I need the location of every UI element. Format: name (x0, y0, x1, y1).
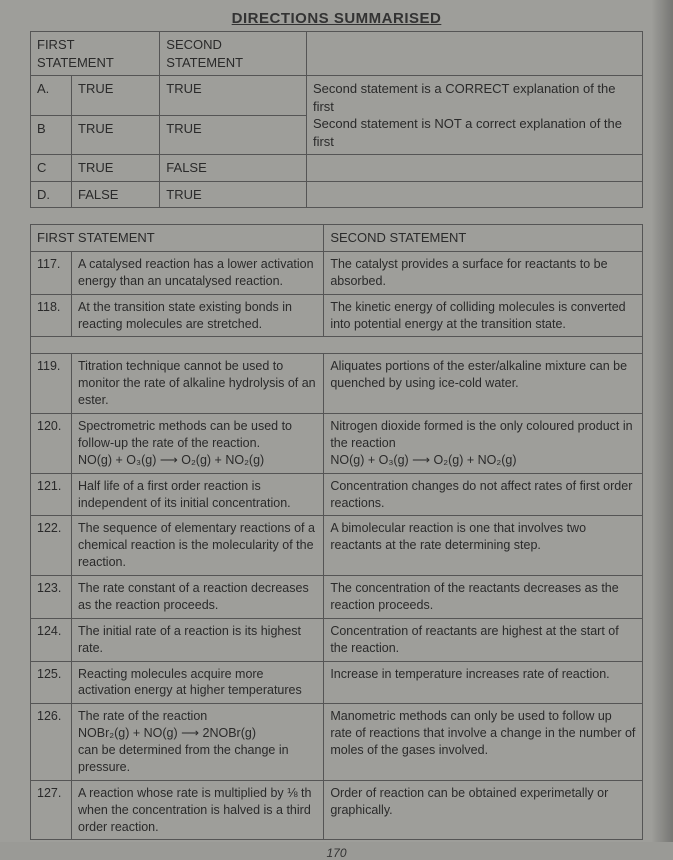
statement-row: 120. Spectrometric methods can be used t… (31, 414, 643, 474)
item-first: Reacting molecules acquire more activati… (72, 661, 324, 704)
row-second: TRUE (160, 115, 307, 155)
row-second: TRUE (160, 76, 307, 116)
item-second: Concentration changes do not affect rate… (324, 473, 643, 516)
item-number: 120. (31, 414, 72, 474)
row-label: D. (31, 181, 72, 208)
item-second: The concentration of the reactants decre… (324, 576, 643, 619)
item-first: The sequence of elementary reactions of … (72, 516, 324, 576)
statements-header-first: FIRST STATEMENT (31, 225, 324, 252)
item-first: The rate constant of a reaction decrease… (72, 576, 324, 619)
item-number: 126. (31, 704, 72, 781)
page-title: DIRECTIONS SUMMARISED (30, 10, 643, 27)
statements-header-row: FIRST STATEMENT SECOND STATEMENT (31, 225, 643, 252)
spacer-row (31, 337, 643, 354)
statement-row: 119. Titration technique cannot be used … (31, 354, 643, 414)
item-second: Concentration of reactants are highest a… (324, 618, 643, 661)
row-second: FALSE (160, 155, 307, 182)
statement-row: 121. Half life of a first order reaction… (31, 473, 643, 516)
statements-table: FIRST STATEMENT SECOND STATEMENT 117. A … (30, 224, 643, 840)
item-first: A catalysed reaction has a lower activat… (72, 251, 324, 294)
item-second: The catalyst provides a surface for reac… (324, 251, 643, 294)
item-first: Spectrometric methods can be used to fol… (72, 414, 324, 474)
directions-header-explain (306, 32, 642, 76)
statement-row: 126. The rate of the reaction NOBr₂(g) +… (31, 704, 643, 781)
directions-header-first: FIRST STATEMENT (31, 32, 160, 76)
row-explain: Second statement is a CORRECT explanatio… (306, 76, 642, 155)
item-second: Aliquates portions of the ester/alkaline… (324, 354, 643, 414)
item-first: Half life of a first order reaction is i… (72, 473, 324, 516)
item-number: 125. (31, 661, 72, 704)
row-label: A. (31, 76, 72, 116)
page-curl-shadow (651, 0, 673, 842)
item-number: 124. (31, 618, 72, 661)
item-number: 123. (31, 576, 72, 619)
explain-line-a: Second statement is a CORRECT explanatio… (313, 81, 616, 114)
row-first: TRUE (72, 76, 160, 116)
statement-row: 122. The sequence of elementary reaction… (31, 516, 643, 576)
directions-header-row: FIRST STATEMENT SECOND STATEMENT (31, 32, 643, 76)
statement-row: 118. At the transition state existing bo… (31, 294, 643, 337)
page-number: 170 (30, 846, 643, 860)
item-number: 121. (31, 473, 72, 516)
item-number: 118. (31, 294, 72, 337)
row-first: TRUE (72, 115, 160, 155)
item-first: The initial rate of a reaction is its hi… (72, 618, 324, 661)
item-second: Order of reaction can be obtained experi… (324, 780, 643, 840)
item-number: 127. (31, 780, 72, 840)
directions-table: FIRST STATEMENT SECOND STATEMENT A. TRUE… (30, 31, 643, 208)
item-number: 122. (31, 516, 72, 576)
statement-row: 123. The rate constant of a reaction dec… (31, 576, 643, 619)
item-first: The rate of the reaction NOBr₂(g) + NO(g… (72, 704, 324, 781)
item-second: Nitrogen dioxide formed is the only colo… (324, 414, 643, 474)
directions-row: C TRUE FALSE (31, 155, 643, 182)
row-first: FALSE (72, 181, 160, 208)
row-second: TRUE (160, 181, 307, 208)
statement-row: 127. A reaction whose rate is multiplied… (31, 780, 643, 840)
row-explain (306, 155, 642, 182)
directions-header-second: SECOND STATEMENT (160, 32, 307, 76)
item-first: Titration technique cannot be used to mo… (72, 354, 324, 414)
row-first: TRUE (72, 155, 160, 182)
row-label: B (31, 115, 72, 155)
item-second: Increase in temperature increases rate o… (324, 661, 643, 704)
statement-row: 124. The initial rate of a reaction is i… (31, 618, 643, 661)
row-explain (306, 181, 642, 208)
statement-row: 125. Reacting molecules acquire more act… (31, 661, 643, 704)
item-number: 119. (31, 354, 72, 414)
directions-row: A. TRUE TRUE Second statement is a CORRE… (31, 76, 643, 116)
directions-row: D. FALSE TRUE (31, 181, 643, 208)
scanned-page: DIRECTIONS SUMMARISED FIRST STATEMENT SE… (0, 0, 673, 842)
item-first: At the transition state existing bonds i… (72, 294, 324, 337)
statement-row: 117. A catalysed reaction has a lower ac… (31, 251, 643, 294)
item-first: A reaction whose rate is multiplied by ⅛… (72, 780, 324, 840)
explain-line-b: Second statement is NOT a correct explan… (313, 116, 622, 149)
row-label: C (31, 155, 72, 182)
item-second: The kinetic energy of colliding molecule… (324, 294, 643, 337)
statements-header-second: SECOND STATEMENT (324, 225, 643, 252)
item-second: Manometric methods can only be used to f… (324, 704, 643, 781)
item-second: A bimolecular reaction is one that invol… (324, 516, 643, 576)
item-number: 117. (31, 251, 72, 294)
